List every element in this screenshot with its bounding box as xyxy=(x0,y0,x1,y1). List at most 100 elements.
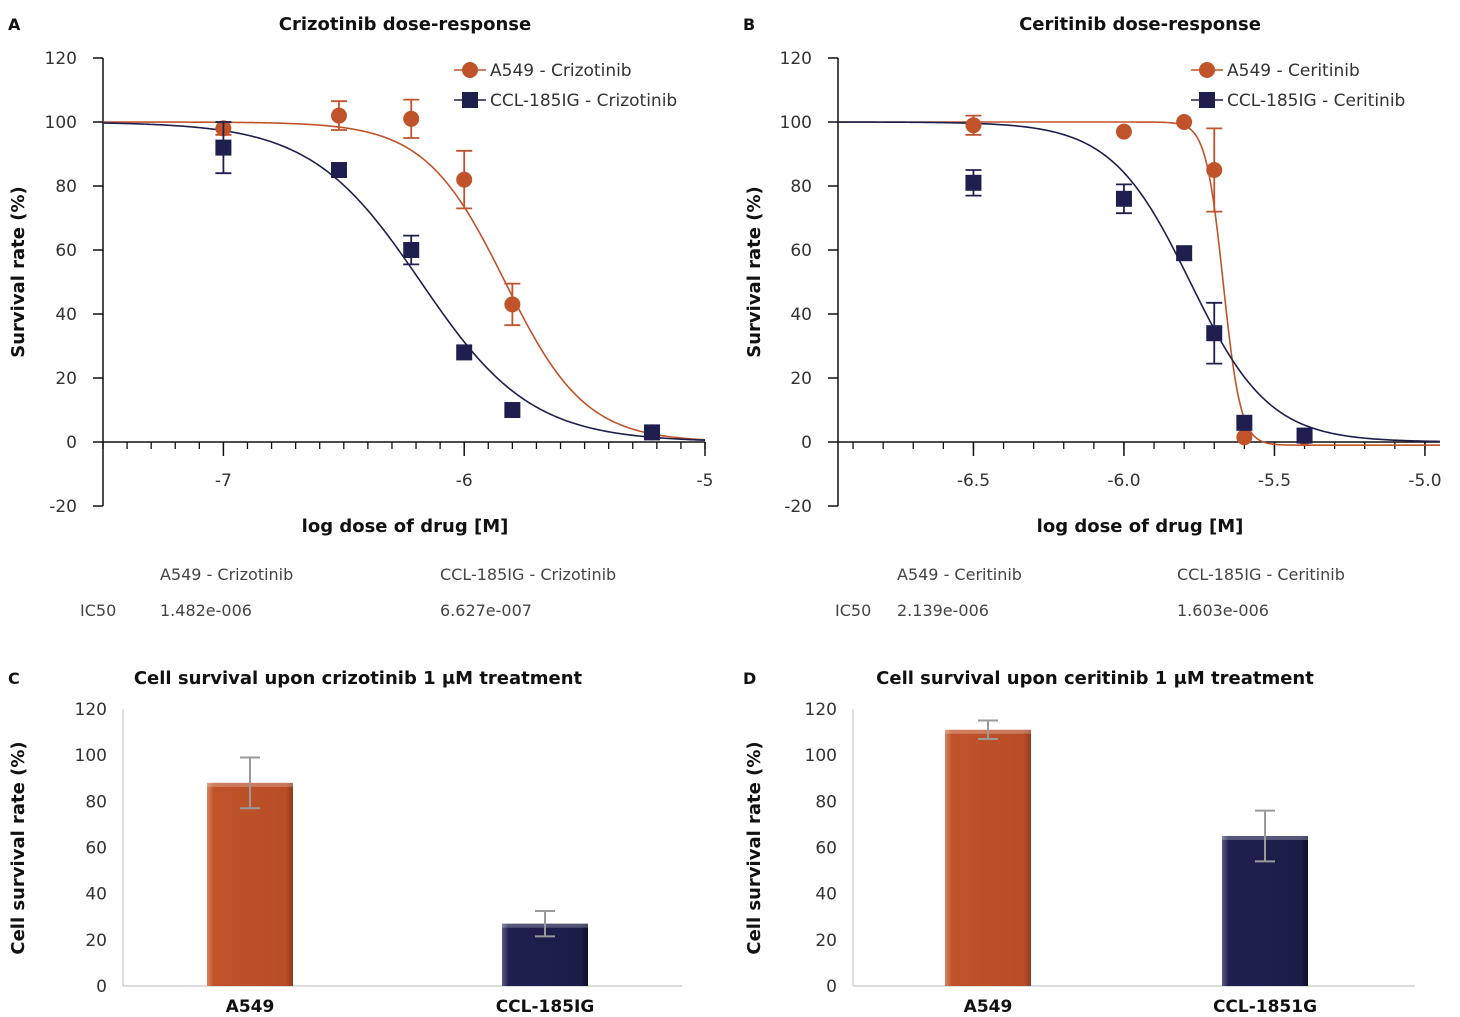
data-point-a-1 xyxy=(644,424,661,441)
panel-b-dose-response-ceritinib: B Ceritinib dose-response log dose of dr… xyxy=(743,14,1442,620)
category-label-c-1: CCL-185IG xyxy=(496,997,595,1017)
category-label-c-0: A549 xyxy=(226,997,275,1017)
data-point-a-0 xyxy=(403,110,420,127)
y-tick-label-d: 120 xyxy=(805,700,837,720)
bar-d-0 xyxy=(945,729,1031,986)
legend-label-a-0: A549 - Crizotinib xyxy=(490,61,632,81)
data-point-a-1 xyxy=(504,402,521,418)
legend-marker-a-0 xyxy=(462,62,478,78)
ic50-row-label-b: IC50 xyxy=(835,601,871,620)
plot-area-d: 0 20 40 60 80 100 120 A549 CCL-1851G xyxy=(805,700,1415,1017)
panel-label-b: B xyxy=(743,15,755,34)
y-tick-label-c: 20 xyxy=(85,931,107,951)
plot-area-b: -20 0 20 40 60 80 100 120 -6.5 -6.0 -5.5 -5.0 A549 -… xyxy=(780,49,1442,517)
chart-title-d: Cell survival upon ceritinib 1 μM treatm… xyxy=(876,668,1314,689)
plot-area-c: 0 20 40 60 80 100 120 A549 CCL-185IG xyxy=(75,700,682,1017)
y-tick-label-b: 100 xyxy=(780,113,812,133)
data-point-a-1 xyxy=(456,344,473,361)
data-point-a-1 xyxy=(403,242,420,258)
data-point-a-0 xyxy=(456,171,473,188)
data-point-a-1 xyxy=(330,162,347,178)
y-tick-label-b: 60 xyxy=(790,241,812,261)
y-axis-label-b: Survival rate (%) xyxy=(744,186,765,357)
panel-label-c: C xyxy=(8,669,20,688)
fit-curve-b-0 xyxy=(838,121,1440,446)
y-axis-label-c: Cell survival rate (%) xyxy=(8,741,29,954)
plot-area-a: -20 0 20 40 60 80 100 120 -7 -6 -5 A549 - Crizotini… xyxy=(45,49,714,517)
y-tick-label-c: 0 xyxy=(96,977,107,997)
x-tick-label-b: -6.0 xyxy=(1107,471,1140,491)
y-tick-label-a: 20 xyxy=(55,369,77,389)
y-tick-label-d: 20 xyxy=(815,931,837,951)
ic50-row-label-a: IC50 xyxy=(80,601,116,620)
chart-title-b: Ceritinib dose-response xyxy=(1019,14,1261,35)
x-tick-label-b: -6.5 xyxy=(957,471,990,491)
y-tick-label-c: 60 xyxy=(85,839,107,859)
data-point-b-1 xyxy=(1115,190,1132,207)
data-point-a-0 xyxy=(504,296,521,313)
ic50-value2-a: 6.627e-007 xyxy=(440,601,532,620)
data-point-b-1 xyxy=(1296,427,1313,444)
y-tick-label-a: 60 xyxy=(55,241,77,261)
y-tick-label-b: 40 xyxy=(790,305,812,325)
y-tick-label-c: 100 xyxy=(75,746,107,766)
data-point-a-0 xyxy=(330,107,347,124)
legend-label-a-1: CCL-185IG - Crizotinib xyxy=(490,91,677,111)
data-point-b-1 xyxy=(1206,325,1223,342)
data-point-b-0 xyxy=(965,117,982,134)
ic50-value2-b: 1.603e-006 xyxy=(1177,601,1269,620)
panel-label-d: D xyxy=(743,669,756,688)
data-point-b-1 xyxy=(1236,414,1253,431)
x-axis-label-a: log dose of drug [M] xyxy=(302,516,509,537)
panel-a-dose-response-crizotinib: A Crizotinib dose-response log dose of d… xyxy=(8,14,713,620)
y-tick-label-a: 80 xyxy=(55,177,77,197)
bar-c-0 xyxy=(207,782,293,986)
legend-label-b-0: A549 - Ceritinib xyxy=(1227,61,1360,81)
fit-curve-a-0 xyxy=(102,121,706,441)
y-tick-label-c: 120 xyxy=(75,700,107,720)
data-point-b-1 xyxy=(965,174,982,191)
y-tick-label-b: 20 xyxy=(790,369,812,389)
x-tick-label-a: -6 xyxy=(456,471,473,491)
y-axis-label-d: Cell survival rate (%) xyxy=(744,741,765,954)
ic50-col1-header-a: A549 - Crizotinib xyxy=(160,565,293,584)
legend-label-b-1: CCL-185IG - Ceritinib xyxy=(1227,91,1405,111)
y-tick-label-c: 40 xyxy=(85,885,107,905)
chart-title-c: Cell survival upon crizotinib 1 μM treat… xyxy=(134,668,583,689)
data-point-b-0 xyxy=(1176,114,1193,130)
category-label-d-0: A549 xyxy=(964,997,1013,1017)
x-tick-label-b: -5.5 xyxy=(1258,471,1291,491)
y-tick-label-d: 60 xyxy=(815,839,837,859)
panel-d-bar-ceritinib: D Cell survival upon ceritinib 1 μM trea… xyxy=(743,668,1415,1017)
ic50-col2-header-a: CCL-185IG - Crizotinib xyxy=(440,565,616,584)
data-point-b-0 xyxy=(1115,123,1132,140)
y-tick-label-b: 80 xyxy=(790,177,812,197)
y-tick-label-d: 0 xyxy=(826,977,837,997)
y-tick-label-a: -20 xyxy=(49,497,77,517)
data-point-b-0 xyxy=(1236,429,1253,446)
panel-c-bar-crizotinib: C Cell survival upon crizotinib 1 μM tre… xyxy=(8,668,682,1017)
category-label-d-1: CCL-1851G xyxy=(1213,997,1317,1017)
y-tick-label-b: -20 xyxy=(784,497,812,517)
fit-curve-a-1 xyxy=(102,122,706,441)
data-point-b-1 xyxy=(1176,245,1193,262)
data-point-b-0 xyxy=(1206,162,1223,178)
y-tick-label-d: 40 xyxy=(815,885,837,905)
ic50-col1-header-b: A549 - Ceritinib xyxy=(897,565,1022,584)
ic50-col2-header-b: CCL-185IG - Ceritinib xyxy=(1177,565,1345,584)
x-tick-label-a: -5 xyxy=(697,471,714,491)
chart-title-a: Crizotinib dose-response xyxy=(279,14,531,35)
y-tick-label-d: 80 xyxy=(815,792,837,812)
x-axis-label-b: log dose of drug [M] xyxy=(1037,516,1244,537)
y-tick-label-c: 80 xyxy=(85,792,107,812)
y-tick-label-d: 100 xyxy=(805,746,837,766)
y-tick-label-b: 0 xyxy=(801,433,812,453)
panel-label-a: A xyxy=(8,15,21,34)
y-tick-label-a: 0 xyxy=(66,433,77,453)
legend-marker-a-1 xyxy=(462,92,478,108)
x-tick-label-b: -5.0 xyxy=(1408,471,1441,491)
data-point-a-1 xyxy=(215,139,232,156)
legend-marker-b-0 xyxy=(1199,62,1215,78)
legend-marker-b-1 xyxy=(1199,92,1215,108)
